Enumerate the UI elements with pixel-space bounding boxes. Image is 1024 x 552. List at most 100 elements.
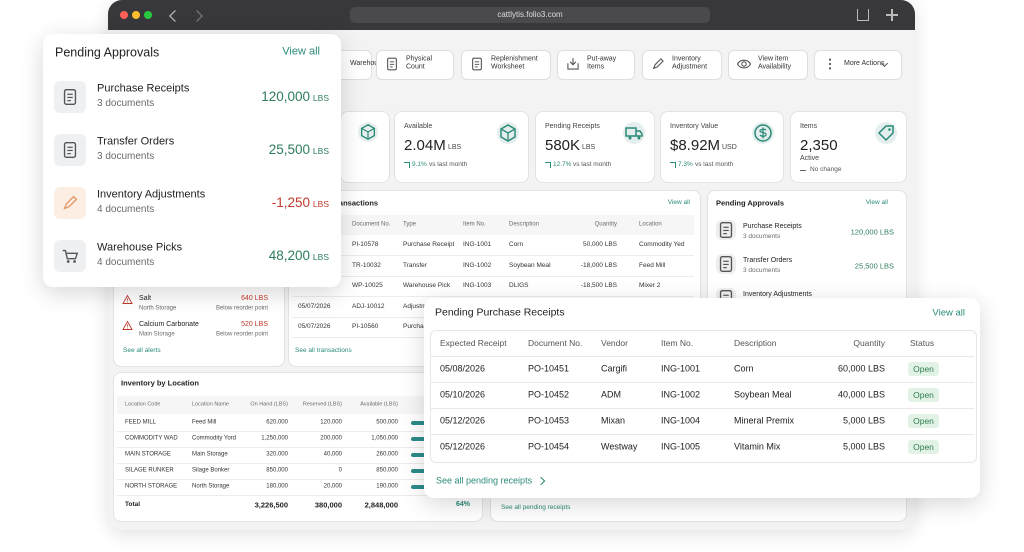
row-divider xyxy=(431,434,974,435)
url-bar[interactable] xyxy=(350,7,710,23)
icon-glyph xyxy=(719,222,733,238)
toolbar-label[interactable]: Inventory Adjustment xyxy=(672,55,708,71)
toolbar-icon xyxy=(650,56,666,72)
kpi-note: vs last month xyxy=(573,161,612,169)
cell: Warehouse Pick xyxy=(403,282,451,290)
row-divider xyxy=(117,479,477,480)
column-header: Item No. xyxy=(661,337,694,348)
status-label: Open xyxy=(913,389,934,400)
toolbar-label[interactable]: Replenishment Worksheet xyxy=(491,55,538,71)
status-label: Open xyxy=(913,441,934,452)
toolbar-button[interactable] xyxy=(376,50,454,80)
approval-sub: 3 documents xyxy=(97,151,155,162)
column-header: Quantity xyxy=(853,337,885,348)
cell: PI-10560 xyxy=(352,323,379,331)
cell: Soybean Meal xyxy=(509,261,551,269)
cell: Commodity Yord xyxy=(192,435,237,442)
approval-icon xyxy=(54,81,86,113)
total-cell: Total xyxy=(125,501,141,509)
cell: ING-1005 xyxy=(661,441,701,452)
cell: ADM xyxy=(601,389,621,400)
kpi-icon xyxy=(875,122,897,144)
column-header: Description xyxy=(509,221,540,228)
toolbar-label[interactable]: More Actions xyxy=(844,59,885,67)
utilization-bar xyxy=(411,453,427,457)
row-divider xyxy=(117,463,477,464)
toolbar-label[interactable]: View item Availability xyxy=(758,55,791,71)
cell: Silage Bonker xyxy=(192,467,230,474)
kpi-icon xyxy=(752,122,774,144)
toolbar-button[interactable] xyxy=(557,50,635,80)
cell: 05/10/2026 xyxy=(440,389,486,400)
approval-amount: 120,000 LBS xyxy=(850,227,894,237)
toolbar-button[interactable] xyxy=(728,50,808,80)
cell: 200,000 xyxy=(320,435,342,442)
cell: -18,000 LBS xyxy=(580,261,617,269)
alerts-link[interactable]: See all alerts xyxy=(123,347,161,355)
approval-title: Warehouse Picks xyxy=(97,241,183,254)
kpi-label: Available xyxy=(404,122,433,130)
kpi-sub: Active xyxy=(800,154,820,162)
icon-glyph xyxy=(877,125,894,142)
approval-amount: 25,500 xyxy=(268,141,310,157)
cell: Feed Mill xyxy=(639,261,666,269)
approval-title: Purchase Receipts xyxy=(743,222,802,230)
new-tab-v[interactable] xyxy=(891,9,893,21)
row-divider xyxy=(292,275,694,277)
approval-unit: LBS xyxy=(312,198,329,209)
approval-icon xyxy=(716,220,736,240)
icon-glyph xyxy=(828,58,832,70)
kpi-unit: USD xyxy=(722,143,737,151)
cell: ING-1001 xyxy=(661,363,701,374)
view-all-link[interactable]: View all xyxy=(282,45,320,58)
url-text: cattlytis.folio3.com xyxy=(497,10,563,20)
view-all-link[interactable]: View all xyxy=(865,199,888,207)
toolbar-button[interactable] xyxy=(461,50,551,80)
kpi-change: 7.3% xyxy=(678,161,693,169)
toolbar-label[interactable]: Put-away Items xyxy=(587,55,617,71)
cell: 05/07/2026 xyxy=(298,302,331,310)
cell: -18,500 LBS xyxy=(580,282,617,290)
total-cell: 2,848,000 xyxy=(364,500,398,510)
cell: 500,000 xyxy=(376,419,398,426)
approval-title: Inventory Adjustments xyxy=(743,290,812,298)
cell: 320,000 xyxy=(266,451,288,458)
status-badge xyxy=(908,440,939,454)
total-cell: 380,000 xyxy=(314,500,342,510)
cell: 5,000 LBS xyxy=(842,441,885,452)
cell: 40,000 LBS xyxy=(837,389,885,400)
cell: 190,000 xyxy=(376,483,398,490)
cell: 850,000 xyxy=(376,467,398,474)
icon-glyph xyxy=(736,59,752,69)
transactions-link[interactable]: See all transactions xyxy=(295,347,352,355)
icon-glyph xyxy=(63,195,78,210)
row-divider xyxy=(431,356,974,357)
utilization-bar xyxy=(411,469,427,473)
kpi-change: 12.7% xyxy=(553,161,572,169)
cell: 05/08/2026 xyxy=(440,363,486,374)
window-dot xyxy=(132,11,140,19)
cell: COMMODITY WAD xyxy=(125,435,178,442)
view-all-link[interactable]: View all xyxy=(932,307,965,319)
toolbar-label[interactable]: Warehouse xyxy=(350,60,386,68)
icon-glyph xyxy=(387,57,397,71)
card-title: Pending Purchase Receipts xyxy=(435,306,565,319)
utilization-bar xyxy=(411,421,427,425)
cell: 50,000 LBS xyxy=(583,241,617,249)
column-header: Vendor xyxy=(601,337,628,348)
column-header: Status xyxy=(910,337,935,348)
toolbar-label[interactable]: Physical Count xyxy=(406,55,433,71)
row-divider xyxy=(431,408,974,409)
panel-title: Inventory by Location xyxy=(121,378,199,388)
window-dot xyxy=(144,11,152,19)
view-all-link[interactable]: View all xyxy=(667,199,690,207)
receipts-link[interactable]: See all pending receipts xyxy=(436,475,533,486)
share-button[interactable] xyxy=(857,9,869,21)
icon-glyph xyxy=(719,256,733,272)
alert-name: Calcium Carbonate xyxy=(139,320,199,328)
column-header: Item No. xyxy=(463,221,486,228)
kpi-trend-arrow xyxy=(404,162,410,168)
bottom-link[interactable]: See all pending receipts xyxy=(501,504,571,512)
toolbar-button[interactable] xyxy=(814,50,902,80)
